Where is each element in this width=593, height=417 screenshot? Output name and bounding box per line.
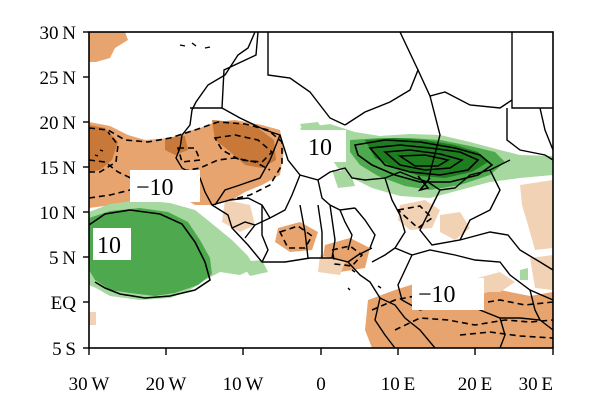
contour-label-negative-west: −10: [136, 175, 174, 201]
negative-contour: [89, 121, 283, 201]
border: [231, 221, 256, 229]
negative-light-region: [530, 255, 553, 290]
island: [179, 42, 211, 49]
border: [417, 69, 513, 109]
negative-light-region: [318, 255, 345, 275]
positive-light-region: [520, 268, 528, 280]
positive-contour: [368, 144, 480, 176]
x-tick-label: 10 E: [381, 374, 415, 395]
border: [317, 204, 323, 258]
negative-contour: [176, 147, 202, 163]
negative-contour: [459, 331, 553, 339]
y-tick-label: 15 N: [39, 158, 76, 179]
border: [539, 107, 553, 151]
positive-contour: [383, 149, 464, 171]
border: [394, 247, 553, 301]
negative-strong-region: [212, 120, 276, 168]
border: [344, 32, 419, 126]
negative-contour: [396, 205, 434, 230]
border: [379, 297, 436, 348]
x-tick-label: 30 W: [69, 374, 110, 395]
x-tick-label: 10 W: [223, 374, 264, 395]
negative-contour: [278, 225, 314, 249]
y-tick-label: 5 N: [49, 248, 76, 269]
negative-light-region: [520, 180, 553, 250]
x-tick-label: 20 E: [458, 374, 492, 395]
border: [371, 177, 406, 263]
positive-contour: [353, 139, 494, 183]
border: [354, 207, 376, 249]
contour-labels: 10 −10 10 −10: [93, 130, 484, 310]
y-tick-label: EQ: [51, 293, 77, 314]
y-tick-label: 30 N: [39, 23, 76, 44]
y-tick-label: 25 N: [39, 68, 76, 89]
contour-label-negative-south: −10: [418, 282, 456, 308]
border: [244, 174, 301, 239]
coastline-gulf: [347, 247, 373, 263]
border: [267, 32, 346, 126]
x-tick-label: 20 W: [146, 374, 187, 395]
negative-contour: [371, 294, 553, 311]
border: [419, 189, 553, 271]
x-tick-label: 30 E: [519, 374, 553, 395]
border: [506, 108, 553, 161]
positive-contour: [397, 154, 451, 167]
x-axis-ticks: [88, 348, 554, 355]
contour-label-positive-atlantic: 10: [97, 233, 121, 259]
negative-contour: [213, 134, 274, 163]
y-tick-label: 20 N: [39, 113, 76, 134]
positive-contour: [417, 175, 431, 192]
border: [299, 204, 309, 259]
x-tick-label: 0: [316, 374, 326, 395]
border: [459, 169, 501, 241]
border: [339, 209, 353, 251]
negative-strong-region: [165, 136, 188, 155]
contour-label-positive-sahel: 10: [308, 135, 332, 161]
border: [261, 205, 269, 263]
island: [94, 149, 104, 157]
border: [190, 32, 259, 109]
x-axis-labels: 30 W 20 W 10 W 0 10 E 20 E 30 E: [69, 374, 553, 395]
negative-contour: [89, 131, 119, 173]
border: [211, 197, 271, 219]
y-axis-labels: 30 N 25 N 20 N 15 N 10 N 5 N EQ 5 S: [39, 23, 76, 360]
positive-contour: [89, 209, 211, 299]
y-tick-label: 5 S: [52, 339, 76, 360]
y-tick-label: 10 N: [39, 203, 76, 224]
negative-region: [89, 32, 128, 62]
positive-light-region: [240, 260, 268, 276]
island: [347, 269, 382, 291]
border: [529, 289, 541, 321]
border: [499, 317, 506, 348]
border: [214, 134, 281, 206]
y-axis-ticks: [83, 31, 89, 349]
border: [511, 32, 553, 109]
negative-contour: [394, 317, 553, 331]
negative-strong-region: [89, 125, 118, 172]
negative-contour: [331, 245, 364, 267]
border: [329, 204, 336, 259]
negative-light-region: [440, 212, 470, 240]
negative-light-region: [89, 312, 96, 325]
border: [221, 107, 429, 183]
